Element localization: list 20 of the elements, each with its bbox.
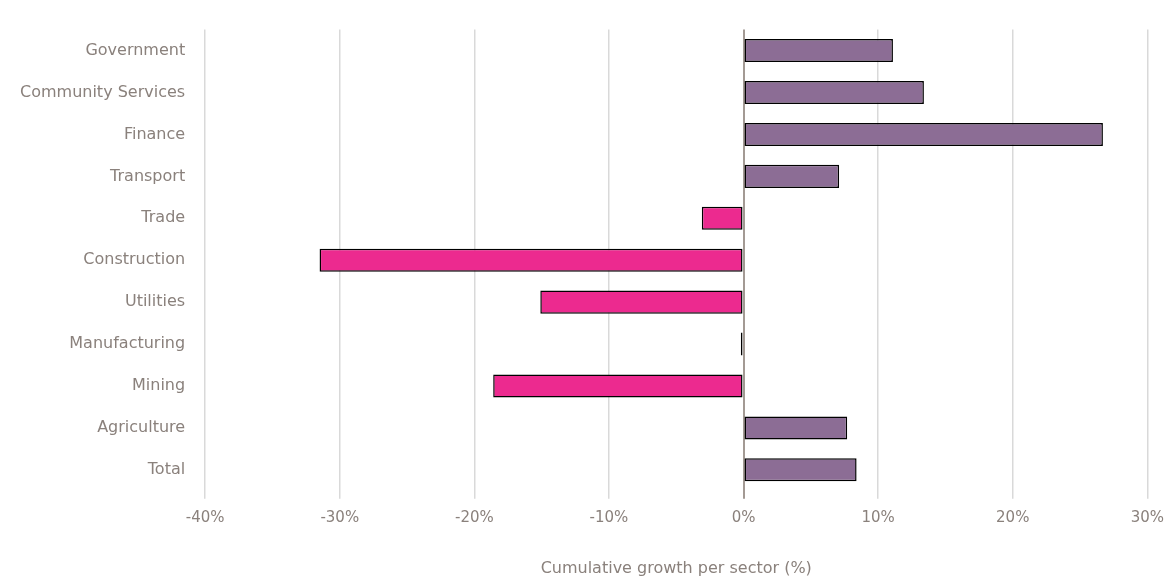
x-tick-label: -20% [454,507,494,526]
x-tick-label: 10% [861,507,895,526]
y-tick-label: Utilities [124,291,186,311]
x-tick-label: 20% [996,507,1030,526]
y-tick-label: Government [85,39,186,59]
y-tick-label: Trade [140,207,186,227]
x-axis-title: Cumulative growth per sector (%) [540,557,812,577]
x-tick-label: -40% [185,507,225,526]
y-tick-label: Agriculture [97,417,186,437]
x-tick-label: 0% [731,507,756,526]
y-tick-label: Total [146,458,186,478]
y-tick-label: Finance [123,123,186,143]
y-tick-label: Mining [132,375,186,395]
y-tick-label: Transport [109,165,186,185]
y-tick-label: Manufacturing [69,333,186,353]
x-tick-label: -30% [320,507,360,526]
x-tick-label: 30% [1130,507,1164,526]
y-tick-label: Construction [83,249,186,269]
y-tick-label: Community Services [20,81,186,101]
x-tick-label: -10% [589,507,629,526]
